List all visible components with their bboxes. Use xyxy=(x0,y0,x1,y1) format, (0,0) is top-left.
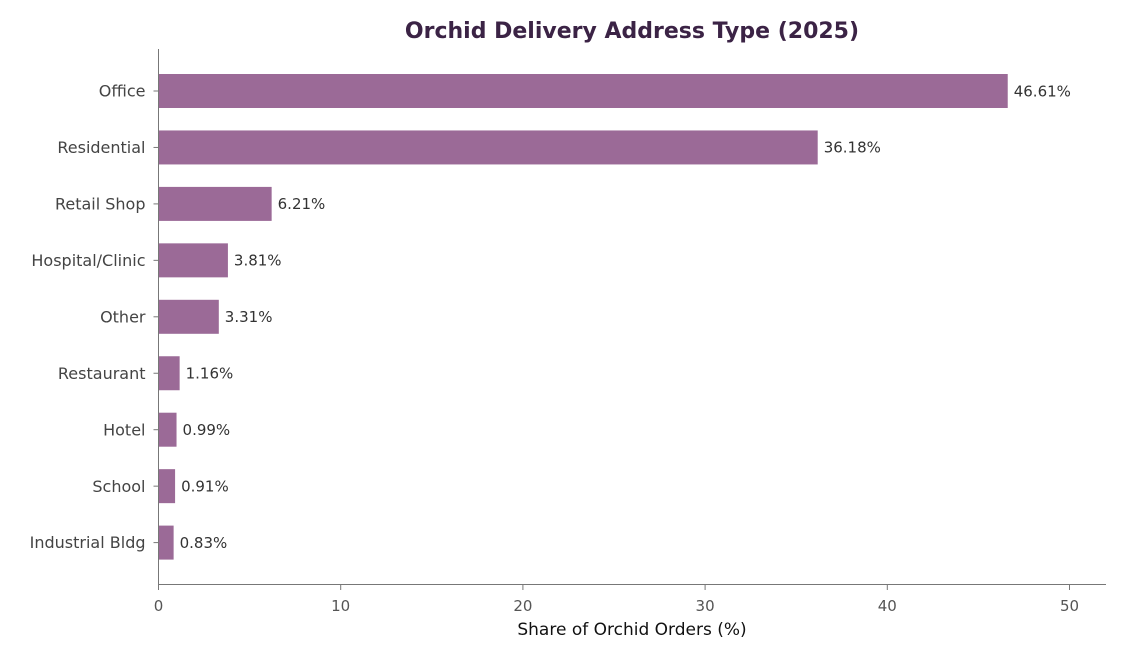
value-label-industrial-bldg: 0.83% xyxy=(180,534,228,552)
bar-retail-shop xyxy=(158,186,272,221)
bars-group xyxy=(158,74,1008,560)
category-label-hospital-clinic: Hospital/Clinic xyxy=(31,251,145,270)
x-axis-label: Share of Orchid Orders (%) xyxy=(517,620,746,640)
bar-other xyxy=(158,299,219,334)
category-label-industrial-bldg: Industrial Bldg xyxy=(30,533,146,552)
x-tick-label: 20 xyxy=(513,597,532,615)
category-labels: Office Residential Retail Shop Hospital/Cli… xyxy=(30,82,159,552)
bar-residential xyxy=(158,130,818,165)
x-tick-label: 40 xyxy=(878,597,897,615)
value-label-restaurant: 1.16% xyxy=(186,365,234,383)
x-ticks: 0 10 20 30 40 50 xyxy=(154,584,1079,615)
category-label-hotel: Hotel xyxy=(103,420,145,439)
value-label-retail-shop: 6.21% xyxy=(278,195,326,213)
bar-office xyxy=(158,74,1008,108)
x-tick-label: 0 xyxy=(154,597,164,615)
value-label-residential: 36.18% xyxy=(824,139,881,157)
category-label-residential: Residential xyxy=(57,138,145,157)
category-label-school: School xyxy=(92,477,145,496)
x-tick-label: 10 xyxy=(331,597,350,615)
value-label-hospital-clinic: 3.81% xyxy=(234,252,282,270)
category-label-office: Office xyxy=(99,82,146,101)
x-tick-label: 50 xyxy=(1060,597,1079,615)
category-label-retail-shop: Retail Shop xyxy=(55,195,146,214)
x-tick-label: 30 xyxy=(696,597,715,615)
value-label-other: 3.31% xyxy=(225,308,273,326)
bar-hotel xyxy=(158,412,177,447)
bar-restaurant xyxy=(158,356,180,391)
chart-title: Orchid Delivery Address Type (2025) xyxy=(405,19,859,44)
bar-school xyxy=(158,469,176,504)
value-label-school: 0.91% xyxy=(181,477,229,495)
value-labels: 46.61% 36.18% 6.21% 3.81% 3.31% 1.16% 0.99% 0.9… xyxy=(180,82,1071,552)
value-label-hotel: 0.99% xyxy=(183,421,231,439)
category-label-restaurant: Restaurant xyxy=(58,364,146,383)
value-label-office: 46.61% xyxy=(1014,82,1071,100)
category-label-other: Other xyxy=(100,307,146,326)
bar-industrial-bldg xyxy=(158,525,174,560)
bar-hospital-clinic xyxy=(158,243,228,278)
